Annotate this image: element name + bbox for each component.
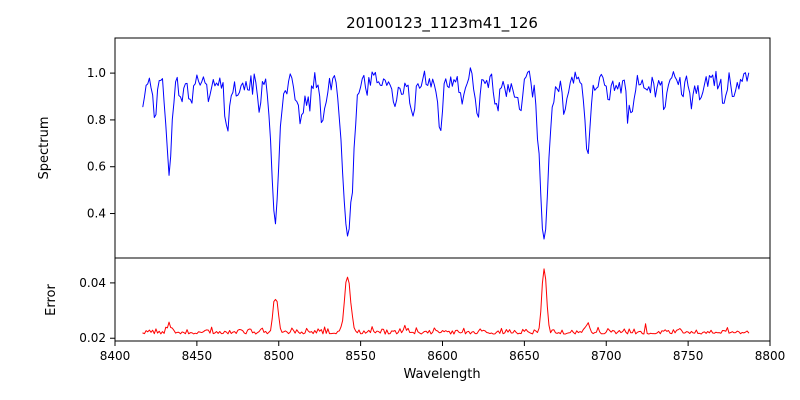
- error-panel-frame: [114, 257, 771, 342]
- error-y-tick-label: 0.02: [79, 331, 106, 345]
- x-tick-label: 8500: [263, 349, 294, 363]
- x-tick-label: 8450: [182, 349, 213, 363]
- spectrum-panel-frame: [114, 37, 771, 259]
- x-tick-label: 8600: [427, 349, 458, 363]
- error-series: [142, 268, 750, 335]
- axes-ticks-layer: 8400 8450 8500 8550 8600 8650 8700 8750 8800 0.4 0…: [79, 66, 785, 363]
- x-tick-label: 8750: [673, 349, 704, 363]
- spectrum-y-tick-label: 1.0: [87, 66, 106, 80]
- chart-title: 20100123_1123m41_126: [346, 14, 538, 33]
- error-y-tick-label: 0.04: [79, 276, 106, 290]
- spectrum-y-tick-label: 0.4: [87, 207, 106, 221]
- spectrum-y-axis-label: Spectrum: [37, 117, 52, 180]
- x-tick-label: 8700: [591, 349, 622, 363]
- spectrum-y-tick-label: 0.6: [87, 160, 106, 174]
- error-y-axis-label: Error: [44, 284, 59, 316]
- spectrum-series: [142, 67, 750, 240]
- spectrum-y-tick-label: 0.8: [87, 113, 106, 127]
- x-axis-label: Wavelength: [403, 367, 480, 382]
- x-tick-label: 8800: [755, 349, 786, 363]
- x-tick-label: 8650: [509, 349, 540, 363]
- x-tick-label: 8400: [100, 349, 131, 363]
- x-tick-label: 8550: [345, 349, 376, 363]
